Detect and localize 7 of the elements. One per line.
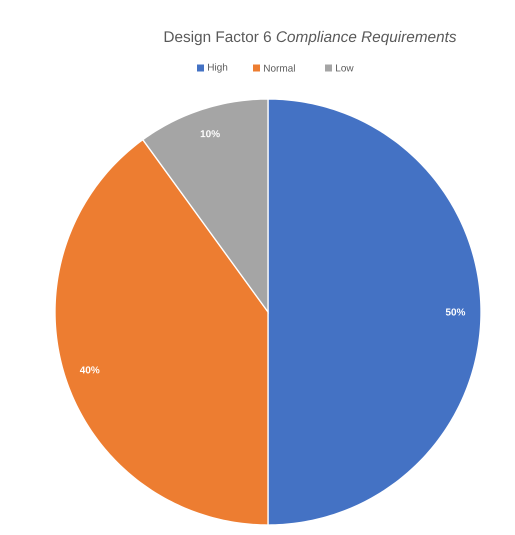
legend-label: High [208, 63, 228, 73]
data-label: 10% [200, 130, 220, 138]
data-label: 50% [446, 308, 466, 316]
legend-label: Normal [264, 64, 295, 72]
chart-title: Design Factor 6 Compliance Requirements [164, 30, 456, 46]
legend-label: Low [336, 64, 354, 72]
data-label: 40% [80, 366, 100, 374]
